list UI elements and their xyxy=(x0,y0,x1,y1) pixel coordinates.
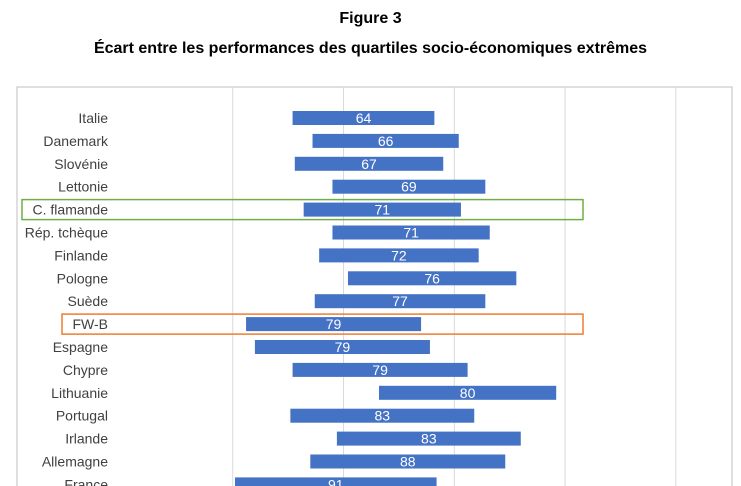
bar xyxy=(312,133,459,148)
value-label: 83 xyxy=(375,408,391,424)
value-label: 79 xyxy=(335,339,351,355)
category-label: Italie xyxy=(78,110,108,126)
bar xyxy=(332,225,490,240)
value-label: 83 xyxy=(421,431,437,447)
bar xyxy=(246,317,422,332)
category-label: Lithuanie xyxy=(51,385,108,401)
category-label: Lettonie xyxy=(58,179,108,195)
value-label: 79 xyxy=(326,316,342,332)
value-label: 88 xyxy=(400,454,416,470)
category-label: FW-B xyxy=(72,316,108,332)
category-label: Chypre xyxy=(63,362,108,378)
category-label: Rép. tchèque xyxy=(25,225,108,241)
figure-title: Écart entre les performances des quartil… xyxy=(93,40,648,57)
value-label: 77 xyxy=(392,293,408,309)
value-label: 80 xyxy=(460,385,476,401)
category-label: Danemark xyxy=(43,133,109,149)
bar xyxy=(319,248,479,263)
figure-label: Figure 3 xyxy=(339,10,402,27)
bar xyxy=(234,477,437,486)
bar xyxy=(347,271,517,286)
bar xyxy=(292,362,468,377)
value-label: 79 xyxy=(372,362,388,378)
category-label: C. flamande xyxy=(33,202,109,218)
bar xyxy=(310,454,506,469)
value-label: 67 xyxy=(361,156,377,172)
bar xyxy=(378,385,557,400)
value-label: 71 xyxy=(403,225,419,241)
bar xyxy=(336,431,521,446)
value-label: 72 xyxy=(391,247,407,263)
category-label: France xyxy=(64,476,108,486)
bar xyxy=(290,408,475,423)
bar xyxy=(254,340,430,354)
category-label: Suède xyxy=(68,293,109,309)
bar xyxy=(292,111,435,125)
highlight-box xyxy=(61,313,584,335)
chart-frame xyxy=(16,86,733,486)
category-label: Finlande xyxy=(54,247,108,263)
value-label: 66 xyxy=(378,133,394,149)
bar xyxy=(332,179,486,194)
bar xyxy=(314,294,486,309)
value-label: 71 xyxy=(375,202,391,218)
category-label: Espagne xyxy=(53,339,108,355)
category-label: Pologne xyxy=(57,270,109,286)
value-label: 64 xyxy=(356,110,372,126)
category-label: Allemagne xyxy=(42,454,108,470)
category-label: Portugal xyxy=(56,408,108,424)
highlight-boxes xyxy=(21,198,584,335)
value-label: 91 xyxy=(328,476,344,486)
highlight-box xyxy=(21,198,584,221)
value-label: 69 xyxy=(401,179,417,195)
bar xyxy=(294,156,444,171)
category-label: Irlande xyxy=(65,431,108,447)
category-labels: Italie Danemark Slovénie Lettonie C. flamand… xyxy=(25,110,109,486)
bar xyxy=(303,202,461,217)
bars xyxy=(234,111,557,486)
category-label: Slovénie xyxy=(54,156,108,172)
value-label: 76 xyxy=(424,270,440,286)
